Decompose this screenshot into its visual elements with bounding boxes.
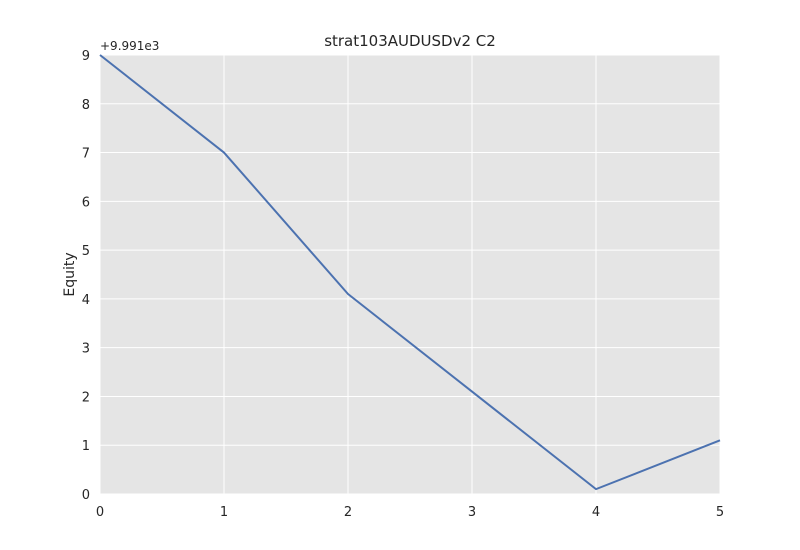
y-tick-label: 5 — [82, 244, 90, 259]
y-tick-label: 1 — [82, 439, 90, 454]
y-tick-label: 7 — [82, 147, 90, 162]
y-tick-label: 3 — [82, 342, 90, 357]
x-tick-label: 4 — [592, 505, 600, 520]
y-tick-label: 9 — [82, 49, 90, 64]
y-tick-label: 0 — [82, 488, 90, 503]
tick-labels: 0 1 2 3 4 5 0 1 2 3 4 5 6 7 8 9 — [82, 49, 724, 520]
y-tick-label: 2 — [82, 390, 90, 405]
plot-area — [100, 55, 720, 494]
series-layer — [99, 54, 721, 491]
y-tick-label: 6 — [82, 195, 90, 210]
y-tick-label: 4 — [82, 293, 90, 308]
grid-lines — [99, 54, 721, 495]
y-tick-label: 8 — [82, 98, 90, 113]
y-axis-label: Equity — [62, 252, 78, 296]
y-axis-offset-label: +9.991e3 — [100, 39, 159, 53]
x-tick-label: 1 — [220, 505, 228, 520]
x-tick-label: 5 — [716, 505, 724, 520]
chart-title: strat103AUDUSDv2 C2 — [324, 32, 496, 50]
x-tick-label: 2 — [344, 505, 352, 520]
x-tick-label: 0 — [96, 505, 104, 520]
x-tick-label: 3 — [468, 505, 476, 520]
series-line — [99, 54, 721, 491]
